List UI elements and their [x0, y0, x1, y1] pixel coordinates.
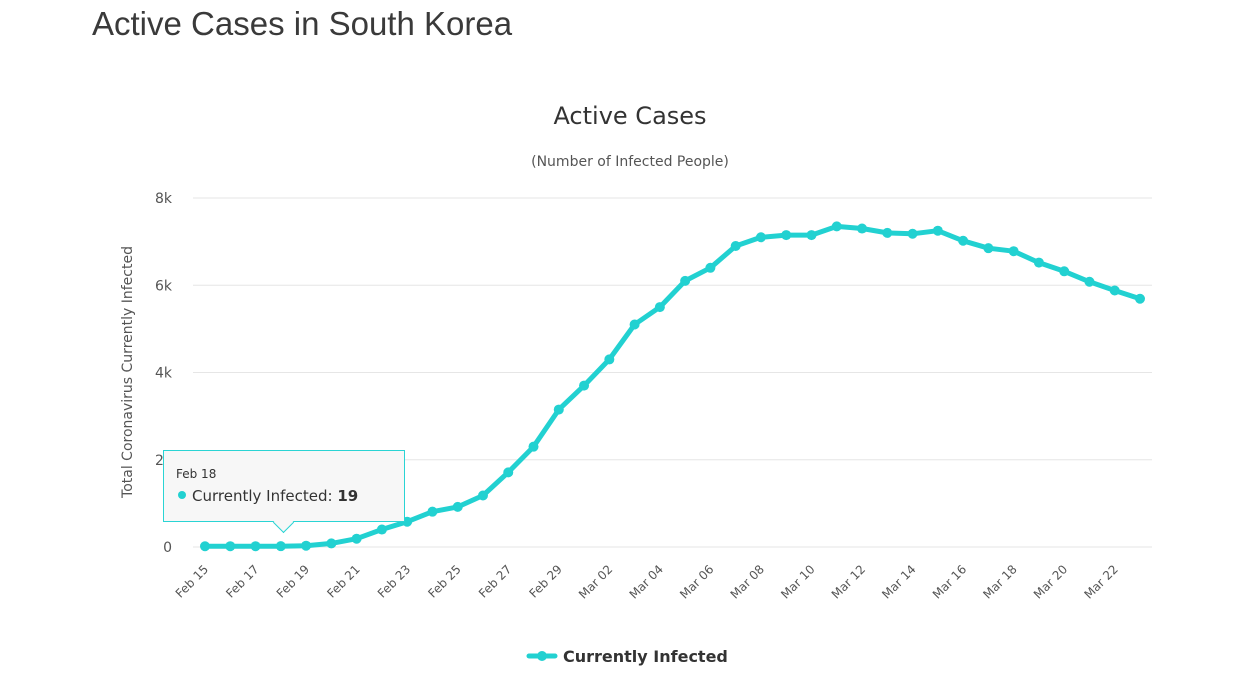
data-point[interactable] [326, 538, 337, 549]
x-tick-label: Mar 06 [677, 562, 716, 601]
data-point[interactable] [477, 490, 488, 501]
x-tick-layer: Feb 15 Feb 17 Feb 19 Feb 21 Feb 23 Feb 25 Feb … [173, 562, 1121, 601]
data-point[interactable] [301, 540, 312, 551]
x-tick-label: Mar 18 [980, 562, 1019, 601]
tooltip: Feb 18 Currently Infected: 19 [163, 450, 405, 522]
data-point[interactable] [932, 225, 943, 236]
x-tick-label: Feb 17 [223, 562, 261, 600]
x-tick-label: Feb 29 [526, 562, 564, 600]
tooltip-series-label: Currently Infected: [192, 487, 333, 505]
y-tick-label: 4k [155, 366, 173, 382]
data-point[interactable] [705, 262, 716, 273]
x-tick-label: Feb 25 [425, 562, 463, 600]
x-tick-label: Mar 02 [576, 562, 615, 601]
legend-symbol-marker[interactable] [537, 651, 547, 661]
legend-label[interactable]: Currently Infected [563, 647, 728, 666]
data-point[interactable] [806, 230, 817, 241]
data-point[interactable] [755, 232, 766, 243]
y-tick-label: 0 [163, 540, 172, 556]
page-title: Active Cases in South Korea [92, 5, 513, 42]
data-point[interactable] [983, 243, 994, 254]
x-tick-label: Feb 23 [375, 562, 413, 600]
data-point[interactable] [1059, 266, 1070, 277]
data-point[interactable] [528, 441, 539, 452]
data-point[interactable] [351, 533, 362, 544]
tooltip-row: Currently Infected: 19 [178, 487, 358, 505]
data-point[interactable] [1008, 246, 1019, 257]
tooltip-value: 19 [337, 487, 359, 505]
x-tick-label: Mar 12 [829, 562, 868, 601]
chart-title: Active Cases [553, 102, 706, 130]
x-tick-label: Feb 21 [324, 562, 362, 600]
data-point[interactable] [629, 319, 640, 330]
x-tick-label: Feb 15 [173, 562, 211, 600]
data-point[interactable] [730, 240, 741, 251]
x-tick-label: Feb 19 [274, 562, 312, 600]
data-point[interactable] [200, 541, 210, 552]
data-point[interactable] [1109, 285, 1120, 296]
data-point[interactable] [1135, 293, 1145, 304]
x-tick-label: Mar 14 [879, 562, 918, 601]
tooltip-series-dot-icon [178, 491, 186, 499]
y-tick-label: 6k [155, 278, 173, 294]
data-point[interactable] [250, 541, 261, 552]
data-point[interactable] [452, 501, 463, 512]
y-tick-label: 8k [155, 191, 173, 207]
x-tick-label: Mar 04 [627, 562, 666, 601]
data-point[interactable] [907, 228, 918, 239]
chart-subtitle: (Number of Infected People) [531, 154, 729, 170]
data-point[interactable] [553, 404, 564, 415]
data-point[interactable] [882, 227, 893, 238]
legend[interactable]: Currently Infected [526, 647, 728, 666]
data-point[interactable] [579, 380, 590, 391]
x-tick-label: Feb 27 [476, 562, 514, 600]
data-point[interactable] [781, 230, 792, 241]
point-layer [200, 221, 1145, 552]
data-point[interactable] [604, 354, 615, 365]
x-tick-label: Mar 22 [1081, 562, 1120, 601]
data-point[interactable] [427, 506, 438, 517]
data-point[interactable] [654, 302, 665, 313]
x-tick-label: Mar 10 [778, 562, 817, 601]
data-point[interactable] [1084, 276, 1095, 287]
data-point[interactable] [857, 223, 868, 234]
data-point[interactable] [503, 467, 514, 478]
data-point[interactable] [831, 221, 842, 232]
data-point[interactable] [275, 541, 286, 552]
x-tick-label: Mar 08 [728, 562, 767, 601]
data-point[interactable] [225, 541, 236, 552]
x-tick-label: Mar 20 [1031, 562, 1070, 601]
data-point[interactable] [680, 275, 691, 286]
data-point[interactable] [958, 235, 969, 246]
tooltip-date: Feb 18 [176, 467, 217, 481]
data-point[interactable] [1033, 257, 1044, 268]
data-point[interactable] [376, 524, 387, 535]
x-tick-label: Mar 16 [930, 562, 969, 601]
y-axis-title: Total Coronavirus Currently Infected [120, 246, 136, 499]
